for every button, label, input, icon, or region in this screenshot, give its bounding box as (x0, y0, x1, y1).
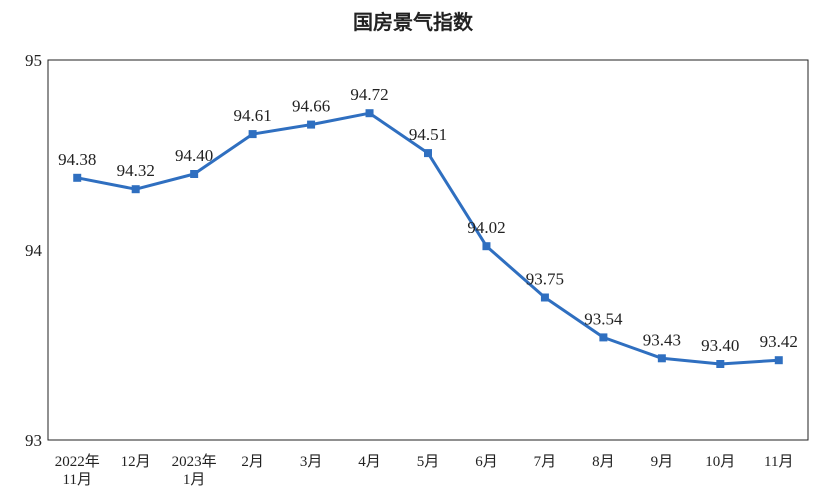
x-tick-label: 8月 (592, 454, 615, 470)
y-axis: 95 94 93 (25, 51, 43, 450)
data-point-marker (657, 354, 666, 363)
x-tick-label: 12月 (121, 454, 151, 470)
x-tick-label-line: 11月 (63, 472, 92, 488)
data-point-marker (482, 242, 491, 251)
x-tick-label: 2月 (241, 454, 264, 470)
y-tick-label: 94 (25, 241, 43, 260)
x-tick-label-line: 10月 (705, 454, 735, 470)
x-tick-label-line: 6月 (475, 454, 498, 470)
x-tick-label-line: 7月 (534, 454, 557, 470)
data-point-marker (307, 120, 316, 129)
data-point-marker (73, 173, 82, 182)
x-tick-label-line: 2022年 (55, 453, 100, 470)
data-label: 93.40 (701, 336, 739, 355)
x-tick-label: 2022年 11月 (55, 453, 100, 488)
x-tick-label-line: 3月 (300, 454, 323, 470)
data-label: 93.75 (526, 270, 564, 289)
data-point-marker (248, 130, 257, 139)
data-labels: 94.38 94.32 94.40 94.61 94.66 94.72 94.51 94.02… (58, 85, 798, 355)
data-label: 93.54 (584, 309, 623, 328)
data-point-marker (190, 170, 199, 178)
data-label: 93.42 (760, 332, 798, 351)
plot-area-frame (47, 59, 809, 441)
data-label: 94.40 (175, 146, 213, 165)
x-tick-label: 9月 (651, 454, 674, 470)
x-tick-label: 5月 (417, 454, 440, 470)
x-tick-label-line: 5月 (417, 454, 440, 470)
x-tick-label: 10月 (705, 454, 735, 470)
data-label: 94.66 (292, 97, 330, 116)
y-tick-label: 95 (25, 51, 42, 70)
x-tick-label: 11月 (764, 454, 793, 470)
data-point-marker (599, 333, 608, 342)
data-label: 94.61 (233, 106, 271, 125)
chart-title: 国房景气指数 (353, 10, 474, 34)
x-tick-label-line: 9月 (651, 454, 674, 470)
data-point-marker (365, 109, 374, 118)
data-point-marker (540, 293, 549, 302)
x-tick-label: 6月 (475, 454, 498, 470)
data-label: 94.38 (58, 150, 96, 169)
x-tick-label: 4月 (358, 454, 381, 470)
data-points (73, 109, 783, 368)
x-tick-label-line: 8月 (592, 454, 615, 470)
data-label: 94.72 (350, 85, 388, 104)
data-point-marker (716, 360, 725, 368)
data-label: 93.43 (643, 330, 681, 349)
x-tick-label-line: 1月 (183, 472, 206, 488)
data-point-marker (131, 185, 140, 194)
data-point-marker (774, 356, 783, 365)
data-label: 94.02 (467, 218, 505, 237)
x-tick-label: 2023年 1月 (172, 453, 217, 488)
x-tick-label-line: 4月 (358, 454, 381, 470)
data-point-marker (424, 149, 432, 158)
data-label: 94.32 (117, 161, 155, 180)
x-tick-label: 7月 (534, 454, 557, 470)
x-axis: 2022年 11月 12月 2023年 1月 2月 3月 4月 5月 6月 7月 8月 9月 10月 11月 (55, 453, 794, 488)
x-tick-label-line: 2023年 (172, 453, 217, 470)
x-tick-label-line: 2月 (241, 454, 264, 470)
data-label: 94.51 (409, 125, 447, 144)
y-tick-label: 93 (25, 431, 42, 450)
x-tick-label-line: 11月 (764, 454, 793, 470)
x-tick-label: 3月 (300, 454, 323, 470)
x-tick-label-line: 12月 (121, 454, 151, 470)
